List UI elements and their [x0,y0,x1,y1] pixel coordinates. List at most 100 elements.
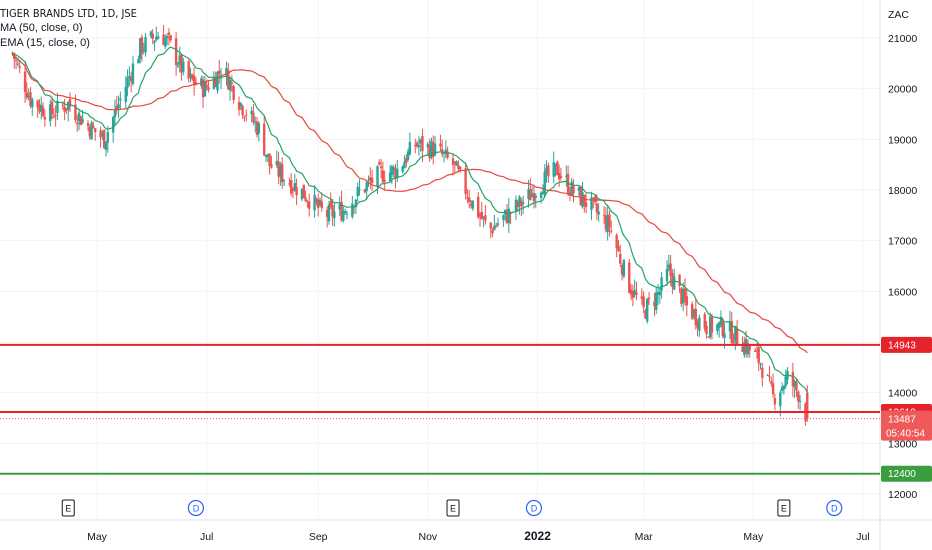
candle-body [457,165,460,170]
candle-body [514,199,518,212]
candle-body [446,151,449,158]
candle-body [61,104,65,106]
candle-body [471,200,475,209]
candle-body [90,122,93,140]
candle-body [730,321,733,343]
candle-body [405,158,408,163]
candle-body [23,71,27,93]
candle-body [768,376,771,378]
candle-body [207,87,210,91]
candle-body [426,143,430,148]
candle-body [469,204,473,206]
candle-body [396,168,399,179]
candle-body [191,74,194,80]
last-price-tag-bg [881,410,932,441]
candle-body [439,143,442,147]
candle-body [243,116,246,118]
candle-body [543,171,546,196]
candle-body [128,76,131,79]
candles [11,24,809,426]
candle-body [351,203,354,217]
candle-body [241,106,244,116]
candle-body [54,114,57,116]
candle-body [281,163,284,183]
price-tag-12400-text: 12400 [888,469,916,480]
candle-body [237,102,241,110]
candle-body [178,55,181,65]
candle-body [370,177,374,184]
candle-body [672,276,676,290]
candle-body [597,211,600,215]
price-tag-14943-bg [881,336,932,353]
candle-body [428,145,431,159]
candle-body [770,381,773,384]
candle-body [365,182,368,192]
candle-body [644,310,647,319]
candle-body [304,197,307,201]
candle-body [565,175,568,177]
candle-body [333,211,336,219]
candle-body [417,145,421,148]
candle-body [388,172,392,182]
candle-body [615,235,618,249]
earnings-event-icon[interactable]: E [777,499,791,517]
candle-body [683,288,687,300]
candle-body [180,54,183,73]
candle-body [633,290,636,296]
candle-body [230,82,234,85]
candle-body [502,215,505,220]
candle-body [74,104,77,120]
dividend-event-circle [187,499,204,517]
candle-body [766,374,769,376]
candle-body [156,36,160,39]
candle-body [289,180,293,194]
candle-body [583,194,586,205]
candle-body [40,104,43,113]
candle-body [728,320,732,332]
candle-body [77,112,81,122]
dividend-event-icon[interactable]: D [525,499,543,517]
candle-body [595,203,599,213]
candle-body [275,160,279,166]
candle-body [717,322,721,328]
candle-body [142,49,145,51]
time-tick-label: Jul [200,531,213,543]
candle-body [696,322,699,328]
candle-body [489,222,492,229]
price-tick-label: 21000 [888,33,917,45]
price-axis: ZAC 12000 13000 14000 16000 17000 18000 19000 20… [888,9,917,501]
candle-body [635,292,638,295]
candle-body [320,201,323,208]
candle-body [342,210,345,221]
candle-body [219,77,223,79]
candle-body [419,139,422,144]
candle-body [101,133,104,137]
candle-body [468,197,471,203]
candle-body [329,200,332,207]
candle-body [401,166,404,172]
earnings-event-icon[interactable]: E [61,499,75,517]
candle-body [38,104,41,112]
candle-body [491,229,494,234]
candle-body [225,68,228,76]
candle-body [791,371,795,387]
candle-body [590,197,593,211]
candle-body [363,189,367,193]
candle-body [642,296,645,308]
candle-body [716,324,719,331]
candle-body [115,106,118,110]
candle-body [451,158,455,165]
candle-body [795,382,798,391]
candle-body [232,86,235,101]
candle-body [797,391,800,402]
dividend-event-icon[interactable]: D [826,499,843,517]
candle-body [529,188,532,201]
dividend-event-icon[interactable]: D [187,499,204,517]
earnings-event-box [446,499,460,517]
candle-body [300,188,304,200]
chart-legend: TIGER BRANDS LTD, 1D, JSE MA (50, close,… [0,6,137,51]
candle-body [703,314,706,329]
earnings-event-icon[interactable]: E [446,499,460,517]
candle-body [302,184,305,198]
